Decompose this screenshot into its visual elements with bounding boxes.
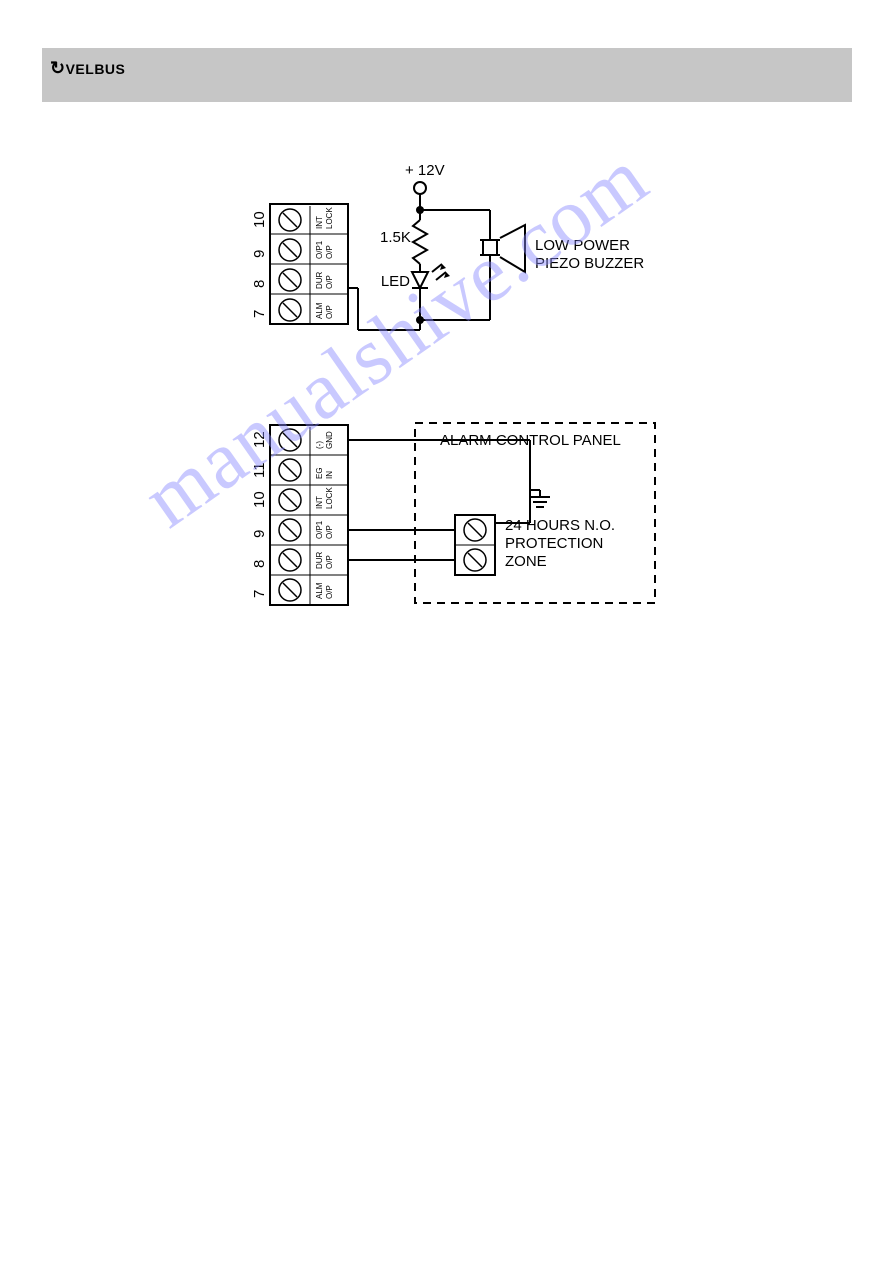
term1-7-l1: ALM	[315, 302, 324, 319]
zone-l3: ZONE	[505, 553, 547, 570]
zone-l2: PROTECTION	[505, 535, 603, 552]
supply-label: + 12V	[405, 162, 445, 179]
term2-7-l1: ALM	[315, 582, 324, 599]
term2-10-l1: INT	[315, 496, 324, 509]
term1-10-l1: INT	[315, 216, 324, 229]
piezo-buzzer-icon	[480, 225, 525, 272]
term1-9-l1: O/P1	[315, 240, 324, 259]
diagram-buzzer: + 12V LOW POWER PIEZO BUZZER 1.5K LED	[240, 160, 710, 380]
buzzer-label-1: LOW POWER	[535, 237, 630, 254]
resistor-label: 1.5K	[380, 229, 411, 246]
diagram-alarm-panel: 12 (-) GND 11 EG IN 10 INT LOCK 9 O/P1 O…	[240, 415, 710, 635]
term2-10-l2: LOCK	[325, 487, 334, 509]
term1-10-l2: LOCK	[325, 207, 334, 229]
term1-7-l2: O/P	[325, 305, 334, 319]
term2-12-l2: GND	[325, 431, 334, 449]
terminal-block-1: 10 INT LOCK 9 O/P1 O/P 8 DUR O/P 7 ALM O…	[251, 204, 348, 324]
resistor-icon	[413, 220, 427, 264]
terminal-block-2: 12 (-) GND 11 EG IN 10 INT LOCK 9 O/P1 O…	[251, 425, 348, 605]
term2-8-l1: DUR	[315, 551, 324, 569]
term1-8-num: 8	[251, 280, 268, 288]
term1-9-l2: O/P	[325, 245, 334, 259]
term2-11-l1: EG	[315, 467, 324, 479]
term2-9-l2: O/P	[325, 525, 334, 539]
buzzer-label-2: PIEZO BUZZER	[535, 255, 644, 272]
term2-12-num: 12	[251, 431, 268, 448]
term2-9-l1: O/P1	[315, 520, 324, 539]
term2-8-num: 8	[251, 560, 268, 568]
term1-9-num: 9	[251, 250, 268, 258]
term2-11-l2: IN	[325, 471, 334, 479]
term2-9-num: 9	[251, 530, 268, 538]
term2-7-l2: O/P	[325, 585, 334, 599]
term2-11-num: 11	[251, 462, 268, 478]
term1-8-l2: O/P	[325, 275, 334, 289]
alarm-panel-box	[415, 423, 655, 603]
header-bar	[42, 48, 852, 102]
term2-12-l1: (-)	[315, 441, 324, 449]
supply-node	[414, 182, 426, 194]
zone-l1: 24 HOURS N.O.	[505, 517, 615, 534]
brand-logo: ↻VELBUS	[50, 58, 125, 79]
term1-8-l1: DUR	[315, 271, 324, 289]
term2-10-num: 10	[251, 491, 268, 508]
zone-terminal-block	[455, 515, 495, 575]
term2-7-num: 7	[251, 590, 268, 598]
term1-10-num: 10	[251, 211, 268, 228]
term1-7-num: 7	[251, 310, 268, 318]
term2-8-l2: O/P	[325, 555, 334, 569]
led-label: LED	[381, 273, 410, 290]
led-icon	[412, 264, 450, 288]
brand-text: VELBUS	[66, 61, 126, 77]
